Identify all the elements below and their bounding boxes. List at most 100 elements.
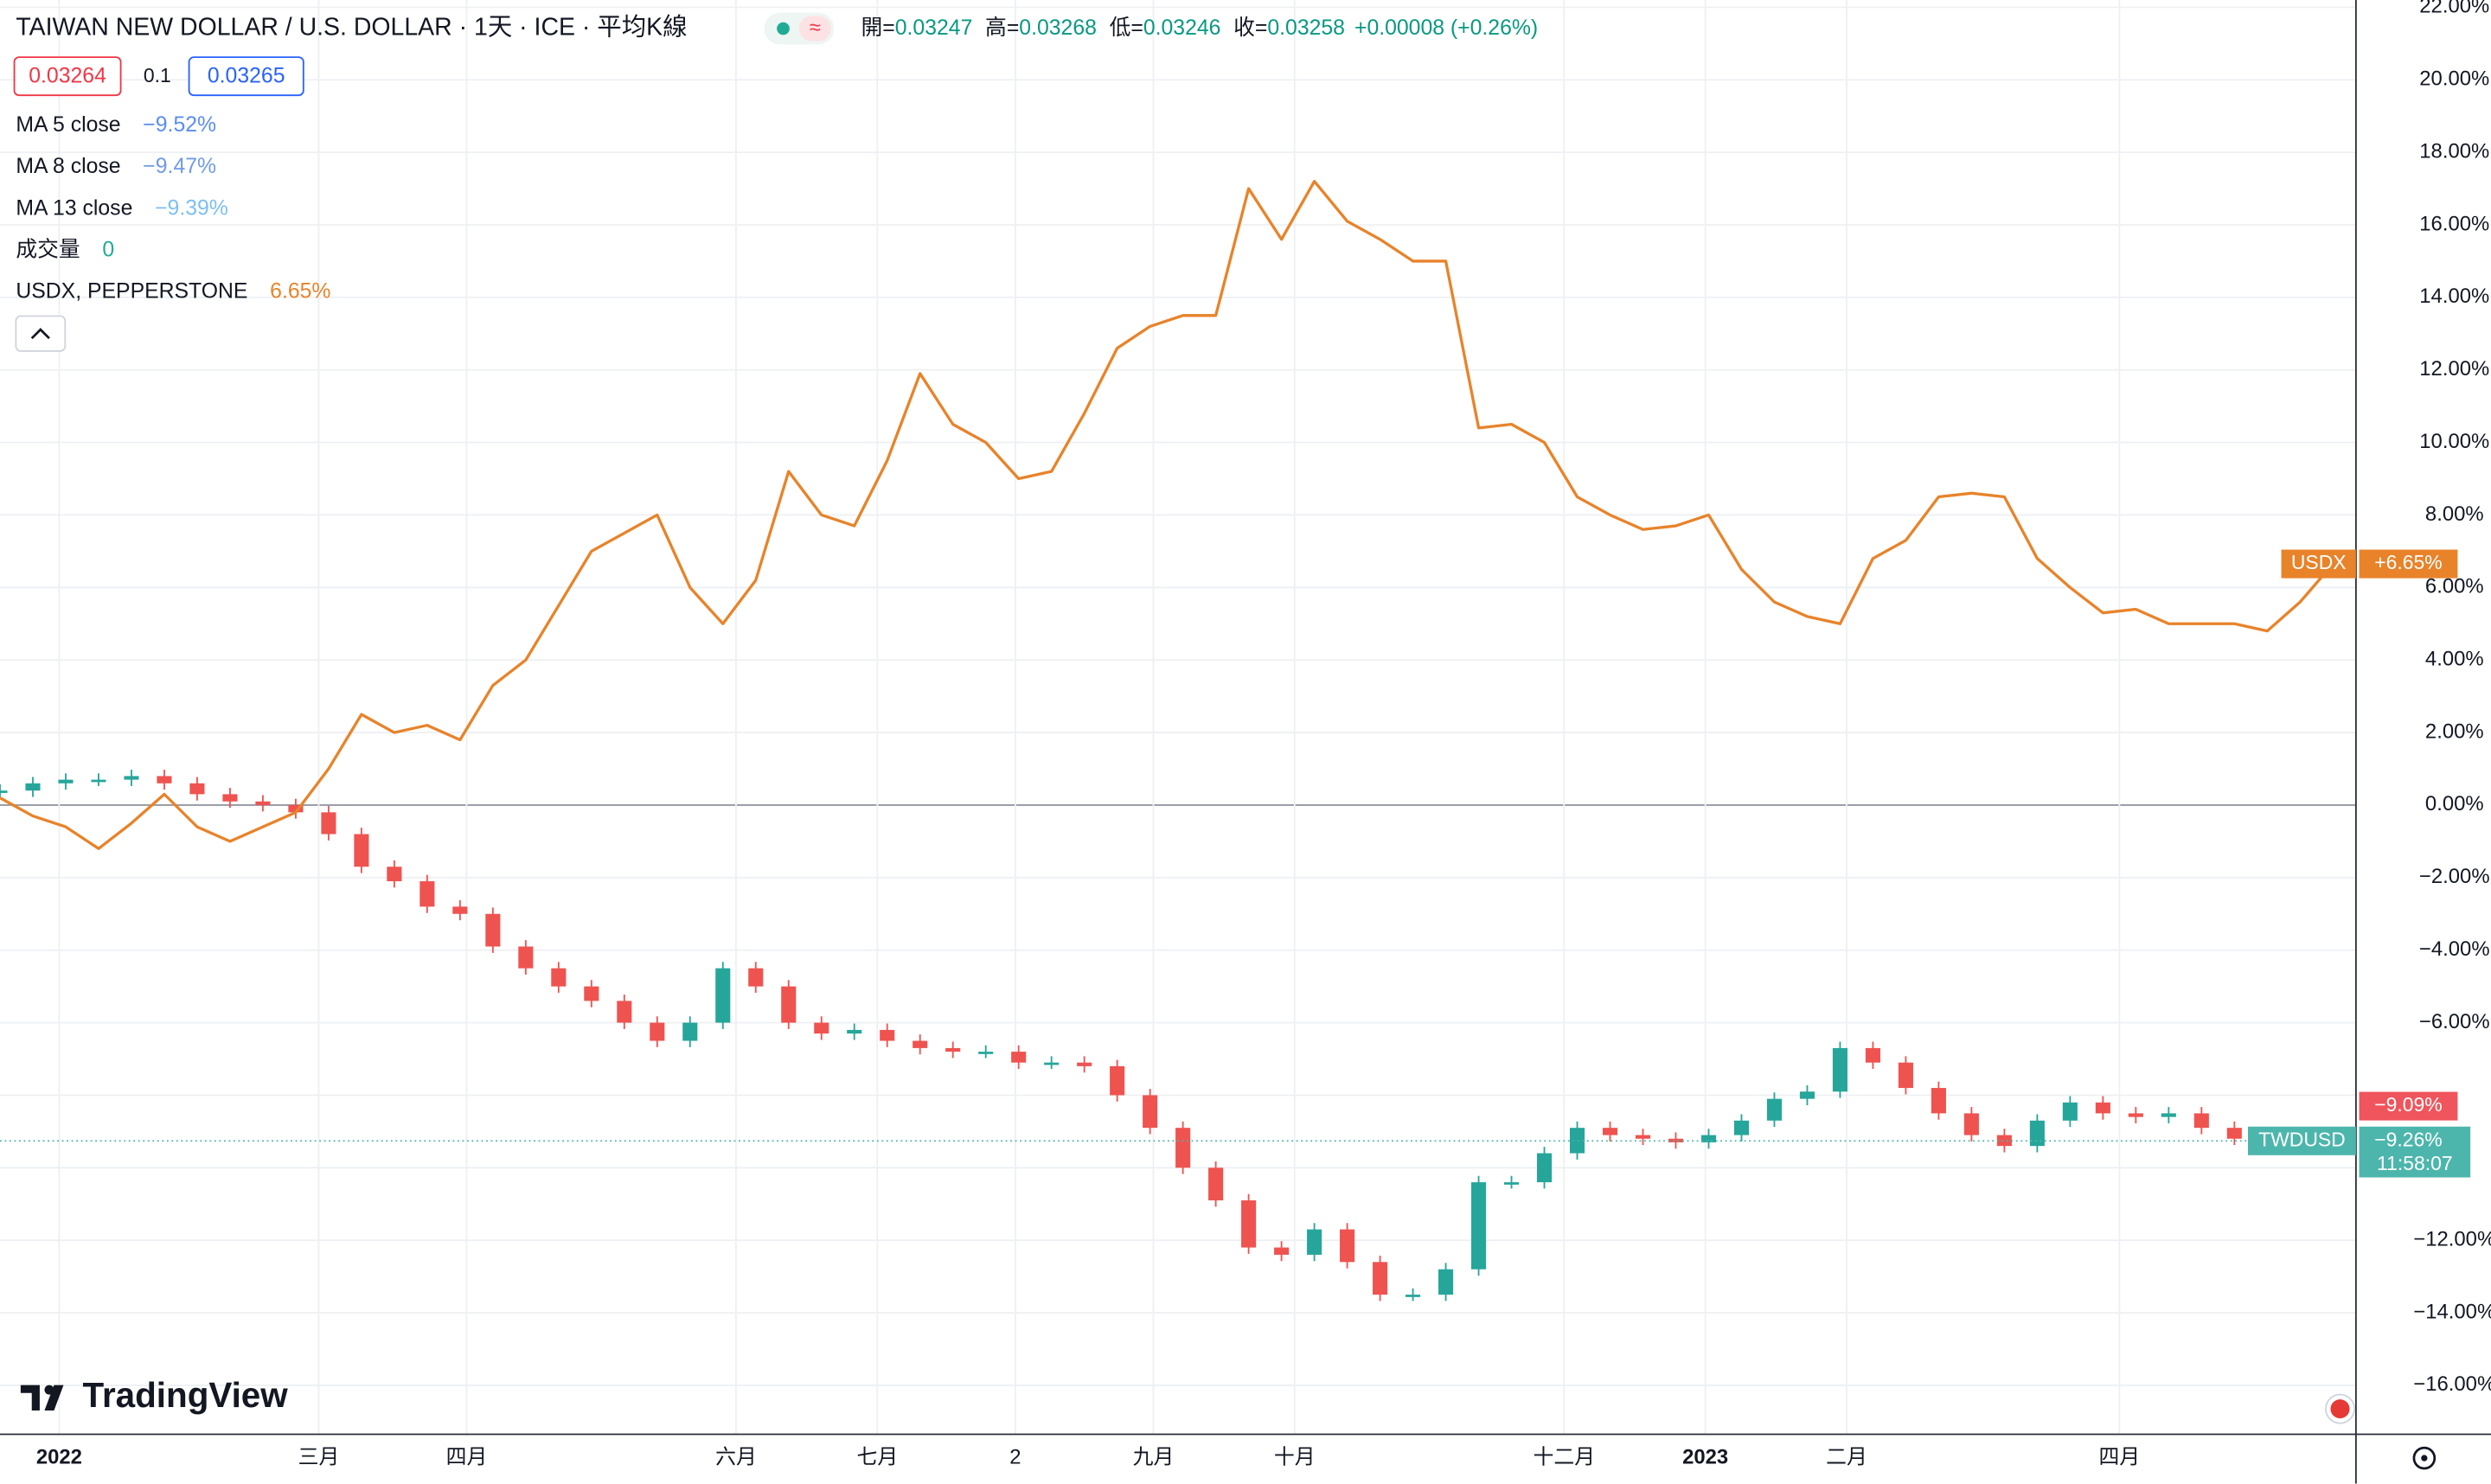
indicator-legend: 成交量 0 bbox=[16, 237, 114, 261]
candle-body bbox=[1274, 1247, 1290, 1255]
y-tick-label: 22.00% bbox=[2419, 0, 2489, 18]
indicator-value: −9.47% bbox=[143, 155, 216, 178]
candle-body bbox=[1766, 1098, 1783, 1121]
y-tick-label: 18.00% bbox=[2419, 139, 2489, 163]
quote-value: +0.00008 (+0.26%) bbox=[1354, 16, 1538, 40]
candle-body bbox=[814, 1022, 829, 1034]
y-tick-label: 8.00% bbox=[2425, 502, 2484, 526]
x-tick-label: 七月 bbox=[856, 1445, 898, 1468]
quote-label: 開= bbox=[861, 16, 895, 40]
candle-body bbox=[617, 1001, 632, 1023]
candle-body bbox=[2029, 1120, 2045, 1147]
indicator-legend: MA 8 close −9.47% bbox=[16, 155, 216, 178]
candle-body bbox=[1865, 1047, 1880, 1063]
candle-body bbox=[584, 986, 599, 1001]
settings-icon[interactable] bbox=[2412, 1446, 2437, 1470]
y-tick-label: 16.00% bbox=[2419, 212, 2489, 235]
candle-body bbox=[91, 779, 106, 783]
x-tick-label: 九月 bbox=[1133, 1445, 1175, 1468]
x-tick-label: 二月 bbox=[1826, 1445, 1867, 1468]
delay-badge bbox=[798, 16, 831, 42]
last-value-box bbox=[2359, 1126, 2471, 1178]
candle-body bbox=[1799, 1091, 1815, 1099]
indicator-value: 6.65% bbox=[270, 279, 330, 303]
bid-box[interactable] bbox=[13, 56, 122, 97]
candle-body bbox=[781, 986, 797, 1023]
y-tick-label: −4.00% bbox=[2419, 937, 2490, 961]
candle-body bbox=[1241, 1200, 1257, 1248]
candle-body bbox=[551, 968, 567, 987]
quote-label: 收= bbox=[1233, 16, 1267, 40]
candle-body bbox=[1602, 1128, 1618, 1135]
marker-value-label: −9.09% bbox=[2374, 1093, 2442, 1116]
candle-body bbox=[1536, 1153, 1553, 1183]
y-tick-label: 14.00% bbox=[2419, 285, 2489, 308]
y-tick-label: −2.00% bbox=[2419, 865, 2490, 888]
y-tick-label: 2.00% bbox=[2425, 720, 2484, 743]
indicator-legend: MA 13 close −9.39% bbox=[16, 196, 227, 220]
compare-line bbox=[0, 180, 2334, 850]
candle-body bbox=[1668, 1138, 1684, 1142]
candle-body bbox=[2062, 1102, 2078, 1121]
series-name: USDX bbox=[2291, 551, 2347, 573]
candle-body bbox=[1733, 1120, 1750, 1135]
settings-icon-center bbox=[2421, 1455, 2428, 1462]
marker-value-box bbox=[2359, 1091, 2458, 1121]
candle-body bbox=[419, 881, 435, 907]
spread-value: 0.1 bbox=[144, 64, 171, 86]
candle-body bbox=[1208, 1167, 1224, 1201]
candle-body bbox=[1340, 1229, 1355, 1263]
x-tick-label: 三月 bbox=[298, 1445, 340, 1468]
indicator-name: MA 8 close bbox=[16, 155, 120, 178]
y-tick-label: −12.00% bbox=[2413, 1227, 2491, 1251]
indicator-name: 成交量 bbox=[16, 237, 80, 261]
candle-body bbox=[1110, 1065, 1125, 1096]
y-tick-label: 20.00% bbox=[2419, 67, 2489, 91]
candle-body bbox=[945, 1047, 961, 1052]
candle-body bbox=[1996, 1135, 2012, 1147]
candle-body bbox=[650, 1022, 665, 1041]
candle-body bbox=[682, 1022, 698, 1041]
brand-name: TradingView bbox=[83, 1375, 289, 1415]
candle-body bbox=[1700, 1135, 1717, 1142]
candle-body bbox=[2193, 1113, 2209, 1129]
y-tick-label: −16.00% bbox=[2413, 1372, 2491, 1396]
quote-value: 0.03268 bbox=[1019, 16, 1097, 40]
candle-body bbox=[2161, 1113, 2176, 1117]
candle-body bbox=[387, 867, 402, 882]
candle-body bbox=[1143, 1095, 1158, 1129]
candle-body bbox=[913, 1040, 928, 1048]
x-tick-label: 十月 bbox=[1274, 1445, 1316, 1468]
collapse-legend-button[interactable] bbox=[15, 315, 67, 352]
candle-body bbox=[1931, 1088, 1946, 1114]
candle-body bbox=[1569, 1128, 1585, 1154]
candle-body bbox=[255, 801, 271, 805]
candle-body bbox=[1898, 1062, 1913, 1089]
candle-body bbox=[321, 812, 336, 835]
candle-body bbox=[1175, 1128, 1191, 1168]
indicator-legend: MA 5 close −9.52% bbox=[16, 113, 216, 137]
ohlc-values: 開=0.03247 高=0.03268 低=0.03246 收=0.03258 +0.0… bbox=[861, 16, 1539, 40]
indicator-value: 0 bbox=[102, 238, 114, 261]
candle-body bbox=[518, 946, 534, 969]
ask-price: 0.03265 bbox=[208, 65, 285, 88]
candle-body bbox=[978, 1052, 994, 1054]
bid-price: 0.03264 bbox=[29, 65, 106, 88]
indicator-legend: USDX, PEPPERSTONE 6.65% bbox=[16, 279, 330, 303]
candle-body bbox=[1373, 1262, 1388, 1295]
market-status-dot bbox=[777, 22, 790, 35]
candle-body bbox=[2128, 1113, 2143, 1117]
quote-value: 0.03246 bbox=[1143, 16, 1221, 40]
indicator-value: −9.52% bbox=[143, 113, 216, 137]
ask-box[interactable] bbox=[188, 56, 304, 97]
y-tick-label: −6.00% bbox=[2419, 1010, 2490, 1033]
candle-body bbox=[354, 834, 369, 867]
candle-body bbox=[189, 783, 205, 795]
last-value-box bbox=[2359, 549, 2458, 579]
delay-icon: ≈ bbox=[810, 16, 821, 39]
x-tick-label: 六月 bbox=[715, 1445, 757, 1468]
candle-body bbox=[157, 776, 172, 784]
candle-body bbox=[2226, 1128, 2242, 1139]
